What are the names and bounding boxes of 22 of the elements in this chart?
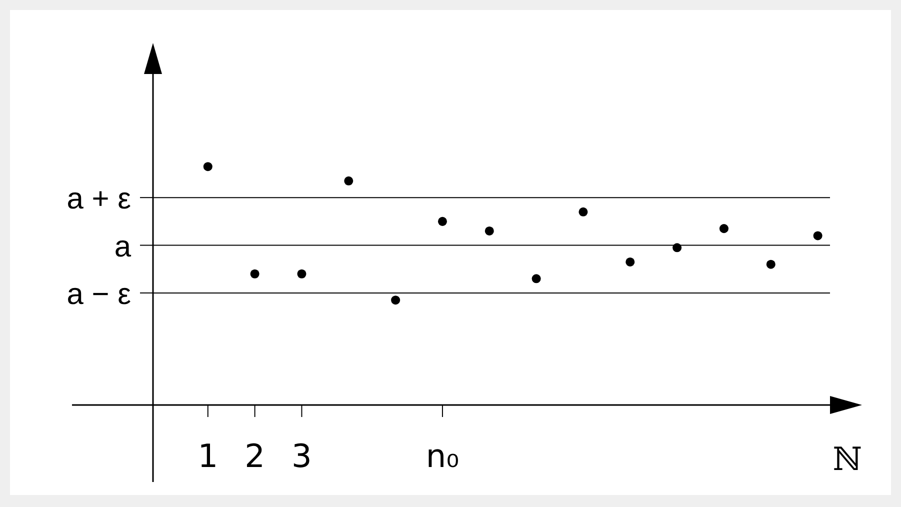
point (203, 162, 212, 172)
ref-line-label: a − ε (66, 278, 131, 311)
x-tick-label: n₀ (426, 437, 460, 475)
point (532, 274, 541, 284)
point (719, 224, 728, 234)
point (766, 260, 776, 269)
point (438, 216, 447, 226)
point (250, 269, 260, 278)
x-tick-label: 2 (244, 437, 265, 475)
point (391, 296, 400, 305)
point (626, 257, 635, 266)
point (484, 226, 494, 236)
point (813, 231, 822, 240)
point (297, 269, 306, 278)
x-tick-label: 1 (198, 437, 218, 475)
x-axis-title: ℕ (832, 440, 862, 478)
point (672, 243, 682, 252)
point (578, 207, 588, 216)
point (344, 176, 354, 186)
ref-line-label: a + ε (66, 182, 131, 216)
ref-line-label: a (114, 230, 132, 264)
x-tick-label: 3 (292, 437, 312, 475)
